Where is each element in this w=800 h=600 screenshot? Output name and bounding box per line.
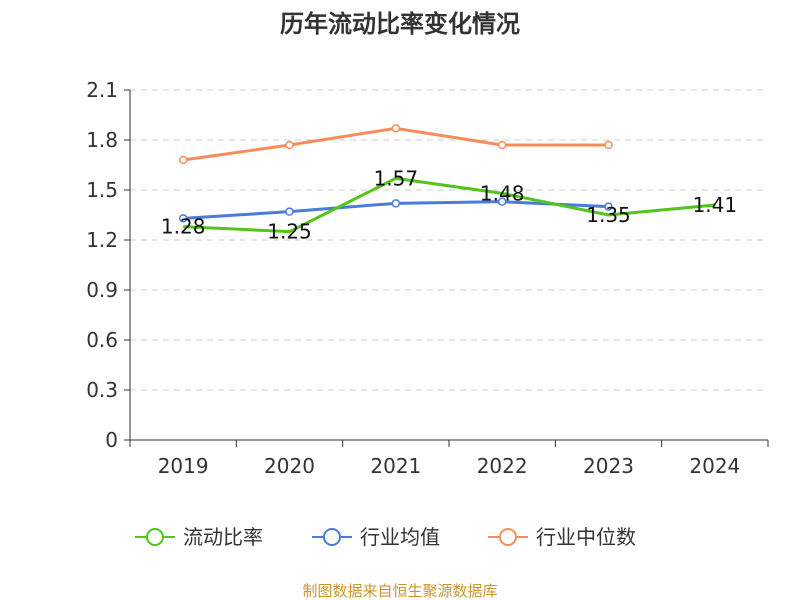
legend-label: 行业均值 <box>360 525 440 549</box>
x-tick-label: 2020 <box>264 454 315 478</box>
data-point <box>497 197 507 206</box>
legend: 流动比率 行业均值 行业中位数 <box>135 525 636 549</box>
y-tick-label: 0 <box>105 428 118 452</box>
data-point <box>391 199 401 208</box>
data-label: 1.25 <box>267 220 312 244</box>
y-tick-label: 0.6 <box>86 328 118 352</box>
series-line <box>183 176 715 234</box>
data-label: 1.57 <box>374 166 419 190</box>
y-tick-label: 1.8 <box>86 128 118 152</box>
x-tick-label: 2023 <box>583 454 634 478</box>
data-label: 1.48 <box>480 181 525 205</box>
data-point <box>391 124 401 133</box>
series-lines <box>178 124 715 234</box>
data-point <box>178 214 188 223</box>
legend-item-1[interactable]: 行业均值 <box>312 525 440 549</box>
x-tick-label: 2019 <box>158 454 209 478</box>
data-labels: 1.28 1.25 1.57 1.48 1.35 1.41 <box>161 166 737 243</box>
y-tick-label: 0.3 <box>86 378 118 402</box>
data-point <box>604 140 613 150</box>
y-tick-label: 0.9 <box>86 278 118 302</box>
legend-marker <box>499 528 517 546</box>
series-line <box>182 126 609 162</box>
data-point <box>285 140 294 150</box>
legend-label: 行业中位数 <box>536 525 636 549</box>
data-point <box>285 207 294 216</box>
data-label: 1.41 <box>693 193 738 217</box>
legend-marker <box>323 528 341 546</box>
series-0 <box>183 176 715 234</box>
data-source-note: 制图数据来自恒生聚源数据库 <box>302 582 497 600</box>
series-2 <box>178 124 613 165</box>
legend-marker <box>146 528 164 546</box>
data-point <box>604 202 613 211</box>
data-label: 1.35 <box>586 203 631 227</box>
y-tick-label: 2.1 <box>86 78 118 102</box>
x-tick-label: 2021 <box>370 454 421 478</box>
chart-title: 历年流动比率变化情况 <box>280 10 520 38</box>
data-label: 1.28 <box>161 215 206 239</box>
axes: 0 0.3 0.6 0.9 1.2 1.5 1.8 2.1 2019 2020 2021 2022 20… <box>86 78 769 478</box>
legend-label: 流动比率 <box>183 525 263 549</box>
data-point <box>497 140 507 150</box>
x-tick-label: 2022 <box>477 454 528 478</box>
y-tick-label: 1.2 <box>86 228 118 252</box>
data-point <box>178 155 188 165</box>
legend-item-0[interactable]: 流动比率 <box>135 525 263 549</box>
legend-item-2[interactable]: 行业中位数 <box>488 525 636 549</box>
x-tick-label: 2024 <box>689 454 740 478</box>
series-1 <box>178 197 613 223</box>
y-tick-label: 1.5 <box>86 178 118 202</box>
grid-lines <box>130 89 768 391</box>
